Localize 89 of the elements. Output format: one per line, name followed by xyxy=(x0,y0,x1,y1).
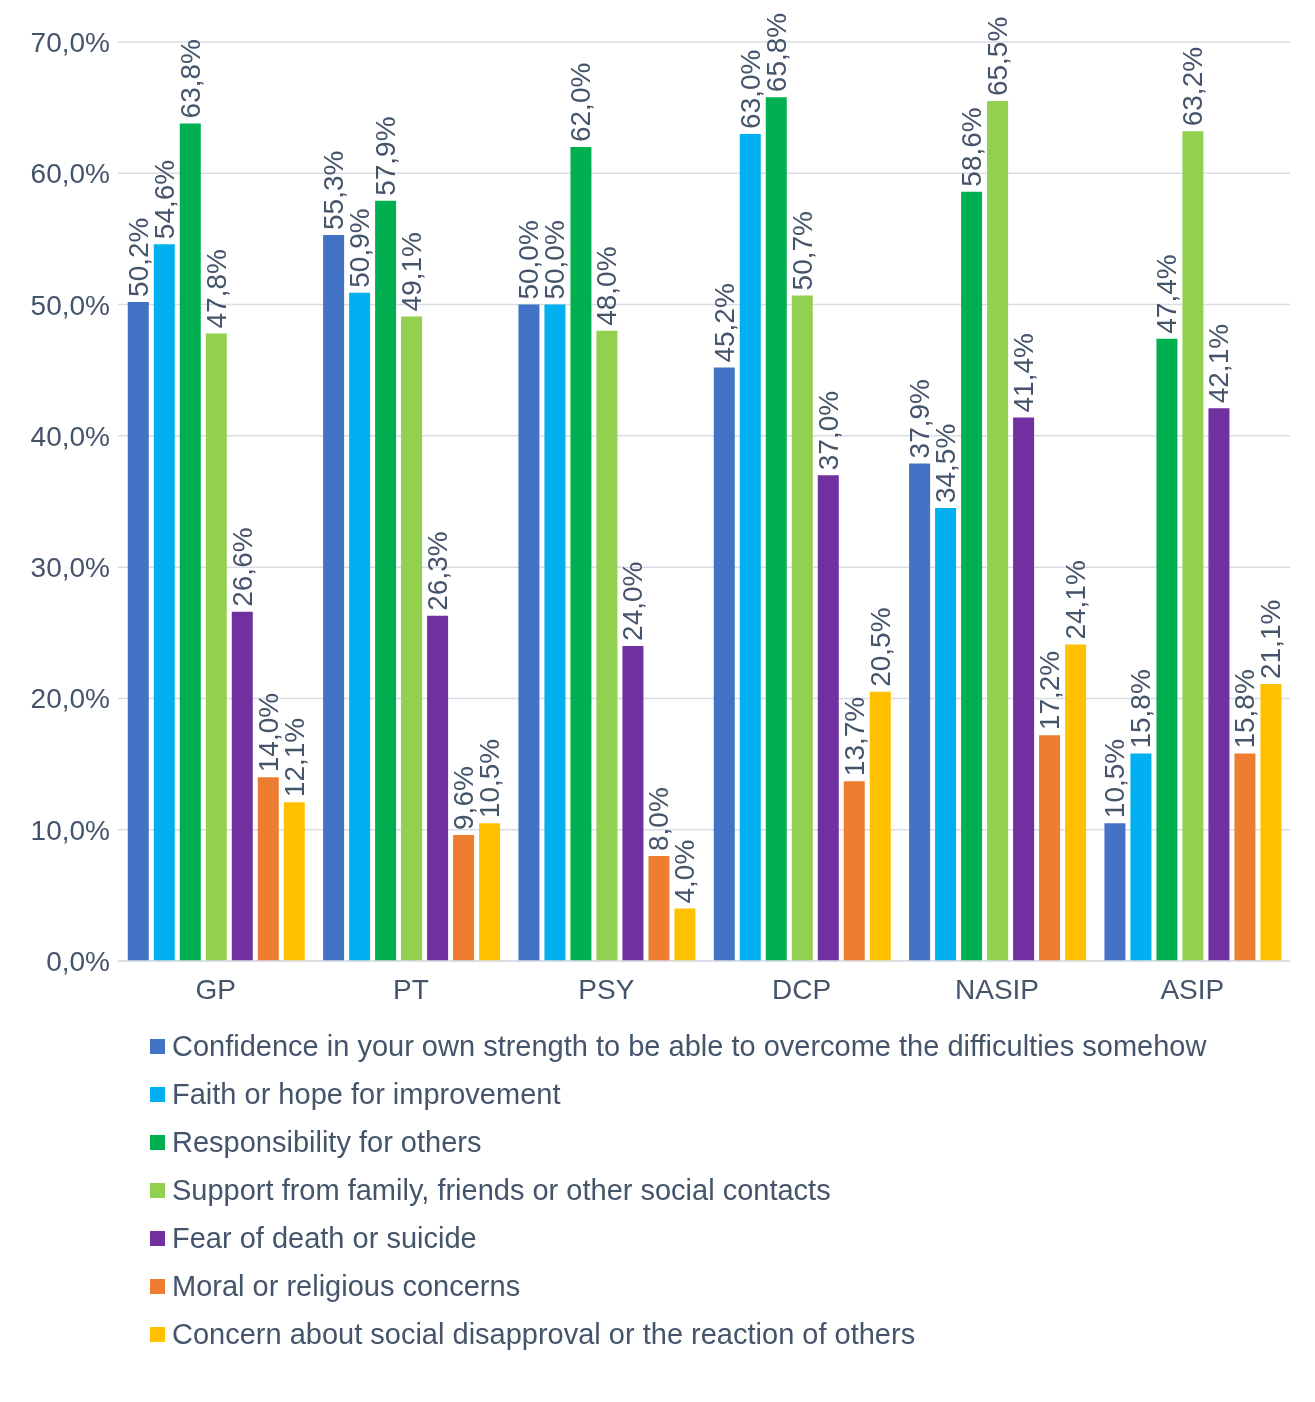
bar xyxy=(127,301,149,961)
x-tick-label: ASIP xyxy=(1160,973,1225,1005)
bar xyxy=(349,292,371,961)
data-label: 26,3% xyxy=(422,531,454,611)
legend-label: Fear of death or suicide xyxy=(172,1221,477,1255)
data-label: 50,7% xyxy=(786,210,818,291)
legend-label: Responsibility for others xyxy=(172,1125,482,1159)
data-label: 48,0% xyxy=(591,246,623,326)
data-label: 57,9% xyxy=(370,116,402,196)
y-tick-label: 30,0% xyxy=(30,552,110,584)
data-label: 37,9% xyxy=(904,379,936,459)
y-tick-label: 50,0% xyxy=(30,289,110,321)
bar xyxy=(479,823,501,961)
bar xyxy=(518,304,540,961)
bar xyxy=(283,802,305,961)
y-tick-label: 10,0% xyxy=(30,814,110,846)
x-tick-label: NASIP xyxy=(954,973,1040,1005)
bar xyxy=(648,855,670,961)
data-label: 20,5% xyxy=(864,607,896,687)
data-label: 63,2% xyxy=(1177,46,1209,127)
bar xyxy=(1208,408,1230,961)
data-label: 42,1% xyxy=(1203,323,1235,404)
x-tick-label: PT xyxy=(393,973,429,1005)
data-label: 9,6% xyxy=(448,766,480,830)
y-tick-label: 60,0% xyxy=(30,158,110,190)
bar xyxy=(869,691,891,961)
bar xyxy=(231,611,253,961)
bar xyxy=(987,101,1009,961)
bar xyxy=(909,463,931,961)
bar xyxy=(935,508,957,961)
data-label: 45,2% xyxy=(708,283,740,363)
bar xyxy=(1039,735,1061,961)
bar xyxy=(323,234,345,961)
data-label: 24,1% xyxy=(1060,560,1092,640)
bar xyxy=(401,316,423,961)
bar xyxy=(257,777,279,961)
bar xyxy=(570,147,592,961)
legend-label: Faith or hope for improvement xyxy=(172,1077,561,1111)
bar xyxy=(1013,417,1035,961)
bar xyxy=(544,304,566,961)
data-label: 41,4% xyxy=(1008,333,1040,413)
bar xyxy=(205,333,227,961)
data-label: 62,0% xyxy=(565,62,597,143)
bar xyxy=(453,834,475,961)
legend-label: Concern about social disapproval or the reaction of others xyxy=(172,1317,916,1351)
legend-label: Support from family, friends or other social contacts xyxy=(172,1173,831,1207)
bar xyxy=(674,908,696,961)
data-label: 47,8% xyxy=(200,249,232,329)
bar xyxy=(375,200,397,961)
legend-label: Confidence in your own strength to be able to overcome the difficulties somehow xyxy=(172,1029,1207,1063)
bar xyxy=(1234,753,1256,961)
bar xyxy=(1156,338,1178,961)
bar xyxy=(1182,131,1204,961)
legend-label: Moral or religious concerns xyxy=(172,1269,521,1303)
bar xyxy=(843,781,865,961)
data-label: 63,8% xyxy=(174,38,206,119)
bar xyxy=(1130,753,1152,961)
data-label: 24,0% xyxy=(617,561,649,641)
bar xyxy=(791,295,813,961)
bar xyxy=(739,133,761,961)
x-tick-label: PSY xyxy=(578,973,635,1005)
y-tick-label: 40,0% xyxy=(30,420,110,452)
data-label: 47,4% xyxy=(1151,254,1183,334)
data-label: 13,7% xyxy=(838,696,870,777)
data-label: 17,2% xyxy=(1034,650,1066,731)
bar xyxy=(427,615,449,961)
bar xyxy=(622,645,644,961)
y-tick-label: 20,0% xyxy=(30,683,110,715)
y-tick-label: 70,0% xyxy=(30,26,110,58)
bar xyxy=(153,244,175,961)
data-label: 14,0% xyxy=(252,692,284,773)
bar xyxy=(817,475,839,961)
data-label: 58,6% xyxy=(956,107,988,187)
bar xyxy=(1104,823,1126,961)
bar xyxy=(961,191,983,961)
data-label: 50,0% xyxy=(513,220,545,300)
x-tick-label: DCP xyxy=(772,973,832,1005)
data-label: 65,5% xyxy=(982,16,1014,97)
bar xyxy=(596,330,618,961)
bar xyxy=(1260,683,1282,961)
data-label: 26,6% xyxy=(226,527,258,607)
bar xyxy=(765,97,787,961)
x-tick-label: GP xyxy=(195,973,236,1005)
bar xyxy=(713,367,735,961)
data-label: 49,1% xyxy=(396,231,428,312)
bar xyxy=(1065,644,1087,961)
data-label: 37,0% xyxy=(812,390,844,471)
bar xyxy=(179,123,201,961)
y-tick-label: 0,0% xyxy=(46,945,110,977)
